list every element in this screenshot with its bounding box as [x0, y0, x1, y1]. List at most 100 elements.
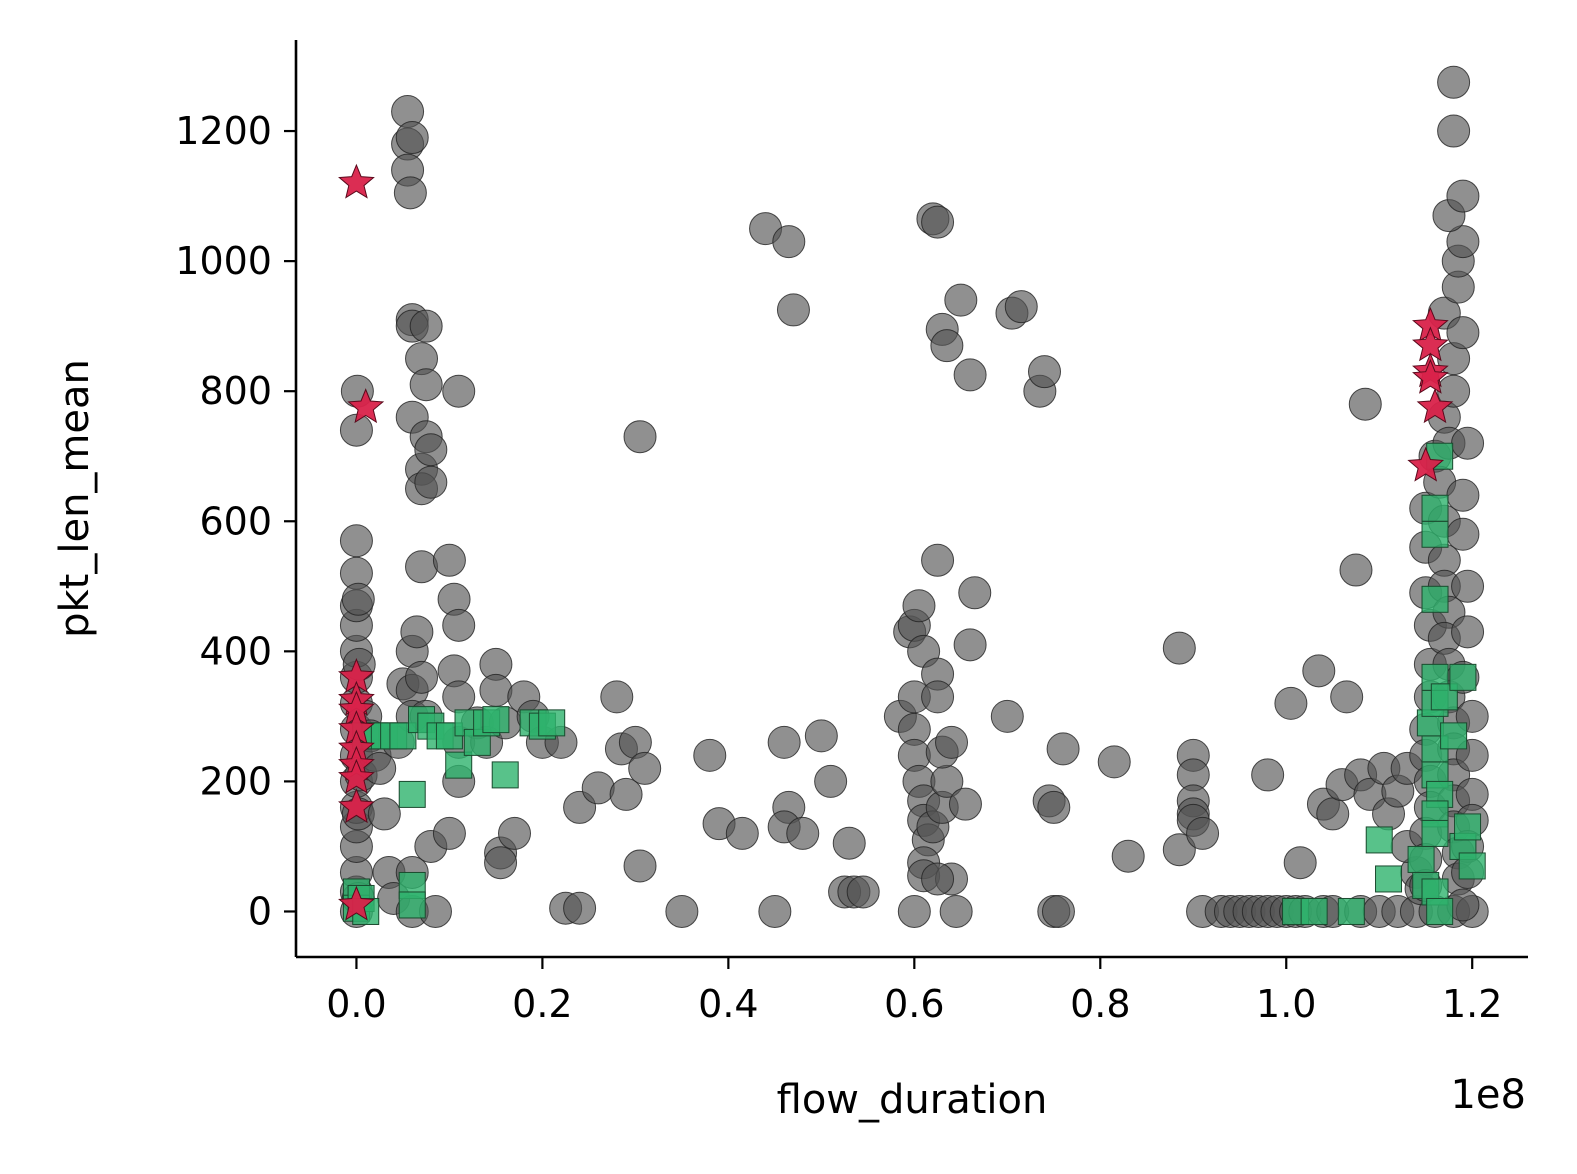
circle-point [1097, 745, 1131, 779]
circle-point [1316, 797, 1350, 831]
circle-point [944, 283, 978, 317]
square-point [1337, 897, 1365, 925]
circle-point [442, 608, 476, 642]
circle-point [1046, 732, 1080, 766]
circle-point [948, 787, 982, 821]
circle-point [693, 738, 727, 772]
circle-point [1446, 517, 1480, 551]
circle-point [409, 368, 443, 402]
axes [294, 40, 1528, 959]
y-tick-label: 200 [199, 759, 272, 803]
ticks: 0.0 0.2 0.4 0.6 0.8 1.0 1.2 0 200 400 600 800 1000 12… [175, 109, 1502, 1026]
square-point [1300, 897, 1328, 925]
star-point [347, 388, 385, 424]
square-point [538, 709, 566, 737]
circle-point [1302, 654, 1336, 688]
circle-point [776, 293, 810, 327]
square-point [1365, 826, 1393, 854]
circle-point [953, 358, 987, 392]
circle-point [1162, 631, 1196, 665]
circle-point [400, 615, 434, 649]
circle-point [442, 680, 476, 714]
square-point [1375, 865, 1403, 893]
circle-point [1451, 569, 1485, 603]
circle-point [339, 524, 373, 558]
circle-point [1446, 478, 1480, 512]
x-tick-label: 0.8 [1070, 982, 1130, 1026]
x-tick-label: 0.4 [698, 982, 758, 1026]
y-axis-label: pkt_len_mean [52, 359, 98, 638]
circle-point [405, 550, 439, 584]
circle-point [405, 660, 439, 694]
circle-point [786, 816, 820, 850]
circle-point [897, 894, 931, 928]
circle-point [804, 719, 838, 753]
square-point [398, 780, 426, 808]
circle-point [935, 725, 969, 759]
circle-point [1348, 387, 1382, 421]
circle-point [484, 846, 518, 880]
circle-point [341, 582, 375, 616]
circle-point [623, 420, 657, 454]
circle-point [600, 680, 634, 714]
y-tick-label: 1200 [175, 109, 272, 153]
circle-point [772, 225, 806, 259]
circle-point [1111, 839, 1145, 873]
square-point [1440, 722, 1468, 750]
square-point [1421, 819, 1449, 847]
circle-point [767, 725, 801, 759]
circle-point [581, 771, 615, 805]
circle-point [1037, 790, 1071, 824]
circle-point [939, 894, 973, 928]
circle-point [1451, 426, 1485, 460]
circle-point [1027, 355, 1061, 389]
circle-point [758, 894, 792, 928]
square-point [1407, 845, 1435, 873]
circle-point [339, 413, 373, 447]
circle-point [414, 465, 448, 499]
circle-point [395, 121, 429, 155]
y-tick-label: 600 [199, 499, 272, 543]
x-axis-offset-label: 1e8 [1450, 1072, 1526, 1118]
circle-point [623, 849, 657, 883]
square-point [1421, 494, 1449, 522]
square-point [1458, 852, 1486, 880]
circle-point [665, 894, 699, 928]
circle-point [921, 680, 955, 714]
circle-point [1251, 758, 1285, 792]
circle-point [953, 628, 987, 662]
circle-point [1283, 846, 1317, 880]
x-tick-label: 1.0 [1256, 982, 1316, 1026]
x-axis-label: flow_duration [777, 1077, 1048, 1123]
square-point [482, 706, 510, 734]
square-point [491, 761, 519, 789]
y-tick-label: 0 [248, 889, 272, 933]
star-point [1407, 446, 1445, 482]
circle-point [832, 826, 866, 860]
circle-point [930, 329, 964, 363]
circle-point [1339, 553, 1373, 587]
circle-point [409, 309, 443, 343]
points-layer [338, 65, 1489, 928]
square-point [1449, 663, 1477, 691]
square-point [1426, 897, 1454, 925]
circle-point [1446, 316, 1480, 350]
circle-point [1437, 114, 1471, 148]
star-point [338, 885, 375, 921]
circle-point [846, 875, 880, 909]
star-point [338, 163, 375, 199]
circle-point [1437, 65, 1471, 99]
circle-point [414, 433, 448, 467]
circle-point [1446, 179, 1480, 213]
circle-point [498, 816, 532, 850]
circle-point [393, 176, 427, 210]
y-tick-label: 400 [199, 629, 272, 673]
circle-point [628, 751, 662, 785]
circle-point [1274, 686, 1308, 720]
x-tick-label: 0.6 [884, 982, 944, 1026]
star-point [338, 788, 375, 824]
circle-point [1041, 894, 1075, 928]
circle-point [725, 816, 759, 850]
circle-point [1162, 833, 1196, 867]
square-point [1454, 813, 1482, 841]
